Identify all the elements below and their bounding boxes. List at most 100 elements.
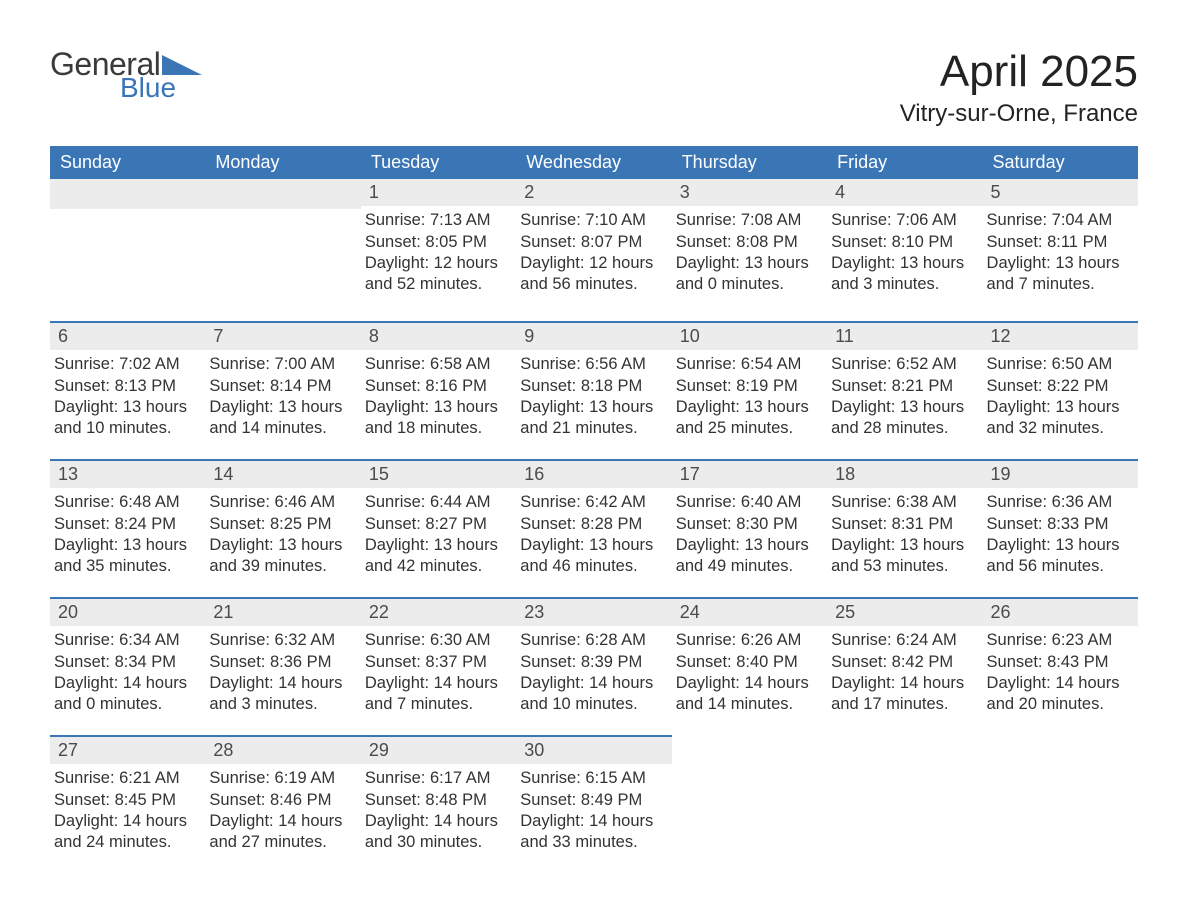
sunset-line: Sunset: 8:40 PM <box>676 652 821 673</box>
calendar-header-row: SundayMondayTuesdayWednesdayThursdayFrid… <box>50 146 1138 179</box>
calendar-cell: 6Sunrise: 7:02 AMSunset: 8:13 PMDaylight… <box>50 321 205 459</box>
daylight-line: Daylight: 14 hours and 30 minutes. <box>365 811 510 853</box>
daylight-line: Daylight: 13 hours and 7 minutes. <box>987 253 1132 295</box>
sunset-line: Sunset: 8:18 PM <box>520 376 665 397</box>
sunset-line: Sunset: 8:46 PM <box>209 790 354 811</box>
daylight-line: Daylight: 13 hours and 3 minutes. <box>831 253 976 295</box>
sunrise-line: Sunrise: 6:24 AM <box>831 630 976 651</box>
day-detail: Sunrise: 6:17 AMSunset: 8:48 PMDaylight:… <box>361 764 516 852</box>
day-detail: Sunrise: 6:50 AMSunset: 8:22 PMDaylight:… <box>983 350 1138 438</box>
day-detail: Sunrise: 6:52 AMSunset: 8:21 PMDaylight:… <box>827 350 982 438</box>
daylight-line: Daylight: 13 hours and 14 minutes. <box>209 397 354 439</box>
calendar-cell: 18Sunrise: 6:38 AMSunset: 8:31 PMDayligh… <box>827 459 982 597</box>
sunset-line: Sunset: 8:45 PM <box>54 790 199 811</box>
sunrise-line: Sunrise: 6:40 AM <box>676 492 821 513</box>
sunset-line: Sunset: 8:28 PM <box>520 514 665 535</box>
daylight-line: Daylight: 14 hours and 27 minutes. <box>209 811 354 853</box>
day-number: 22 <box>361 599 516 626</box>
day-number: 19 <box>983 461 1138 488</box>
sunset-line: Sunset: 8:22 PM <box>987 376 1132 397</box>
weekday-header: Tuesday <box>361 146 516 179</box>
sunset-line: Sunset: 8:31 PM <box>831 514 976 535</box>
day-number: 2 <box>516 179 671 206</box>
calendar-cell: 3Sunrise: 7:08 AMSunset: 8:08 PMDaylight… <box>672 179 827 321</box>
daylight-line: Daylight: 14 hours and 3 minutes. <box>209 673 354 715</box>
daylight-line: Daylight: 13 hours and 0 minutes. <box>676 253 821 295</box>
sunrise-line: Sunrise: 6:30 AM <box>365 630 510 651</box>
day-detail: Sunrise: 6:32 AMSunset: 8:36 PMDaylight:… <box>205 626 360 714</box>
daylight-line: Daylight: 13 hours and 46 minutes. <box>520 535 665 577</box>
day-detail: Sunrise: 7:06 AMSunset: 8:10 PMDaylight:… <box>827 206 982 294</box>
day-number: 12 <box>983 323 1138 350</box>
calendar-cell: 23Sunrise: 6:28 AMSunset: 8:39 PMDayligh… <box>516 597 671 735</box>
sunrise-line: Sunrise: 7:02 AM <box>54 354 199 375</box>
calendar-cell <box>50 179 205 321</box>
calendar-cell <box>205 179 360 321</box>
daylight-line: Daylight: 14 hours and 14 minutes. <box>676 673 821 715</box>
day-detail: Sunrise: 6:23 AMSunset: 8:43 PMDaylight:… <box>983 626 1138 714</box>
day-number: 21 <box>205 599 360 626</box>
day-number: 4 <box>827 179 982 206</box>
day-number: 13 <box>50 461 205 488</box>
weekday-header: Wednesday <box>516 146 671 179</box>
daylight-line: Daylight: 14 hours and 10 minutes. <box>520 673 665 715</box>
sunset-line: Sunset: 8:13 PM <box>54 376 199 397</box>
location-label: Vitry-sur-Orne, France <box>900 100 1138 128</box>
daylight-line: Daylight: 13 hours and 49 minutes. <box>676 535 821 577</box>
day-number: 5 <box>983 179 1138 206</box>
sunrise-line: Sunrise: 7:13 AM <box>365 210 510 231</box>
sunset-line: Sunset: 8:49 PM <box>520 790 665 811</box>
sunset-line: Sunset: 8:16 PM <box>365 376 510 397</box>
sunrise-line: Sunrise: 6:56 AM <box>520 354 665 375</box>
day-detail: Sunrise: 7:00 AMSunset: 8:14 PMDaylight:… <box>205 350 360 438</box>
daylight-line: Daylight: 13 hours and 21 minutes. <box>520 397 665 439</box>
day-number: 17 <box>672 461 827 488</box>
brand-logo: General Blue <box>50 48 202 102</box>
calendar-week: 13Sunrise: 6:48 AMSunset: 8:24 PMDayligh… <box>50 459 1138 597</box>
calendar-week: 1Sunrise: 7:13 AMSunset: 8:05 PMDaylight… <box>50 179 1138 321</box>
calendar-cell: 20Sunrise: 6:34 AMSunset: 8:34 PMDayligh… <box>50 597 205 735</box>
day-number: 8 <box>361 323 516 350</box>
day-detail: Sunrise: 6:28 AMSunset: 8:39 PMDaylight:… <box>516 626 671 714</box>
daylight-line: Daylight: 13 hours and 28 minutes. <box>831 397 976 439</box>
day-detail: Sunrise: 6:24 AMSunset: 8:42 PMDaylight:… <box>827 626 982 714</box>
day-detail: Sunrise: 6:21 AMSunset: 8:45 PMDaylight:… <box>50 764 205 852</box>
sunset-line: Sunset: 8:30 PM <box>676 514 821 535</box>
calendar-cell: 25Sunrise: 6:24 AMSunset: 8:42 PMDayligh… <box>827 597 982 735</box>
day-number: 3 <box>672 179 827 206</box>
day-detail: Sunrise: 6:36 AMSunset: 8:33 PMDaylight:… <box>983 488 1138 576</box>
sunrise-line: Sunrise: 7:06 AM <box>831 210 976 231</box>
sunrise-line: Sunrise: 6:38 AM <box>831 492 976 513</box>
daylight-line: Daylight: 14 hours and 17 minutes. <box>831 673 976 715</box>
sunrise-line: Sunrise: 7:10 AM <box>520 210 665 231</box>
sunset-line: Sunset: 8:33 PM <box>987 514 1132 535</box>
day-detail: Sunrise: 6:42 AMSunset: 8:28 PMDaylight:… <box>516 488 671 576</box>
sunset-line: Sunset: 8:24 PM <box>54 514 199 535</box>
calendar-cell: 30Sunrise: 6:15 AMSunset: 8:49 PMDayligh… <box>516 735 671 873</box>
day-number: 24 <box>672 599 827 626</box>
day-number: 9 <box>516 323 671 350</box>
day-detail: Sunrise: 7:04 AMSunset: 8:11 PMDaylight:… <box>983 206 1138 294</box>
calendar-cell: 9 Sunrise: 6:56 AMSunset: 8:18 PMDaylight… <box>516 321 671 459</box>
daylight-line: Daylight: 14 hours and 7 minutes. <box>365 673 510 715</box>
day-number: 15 <box>361 461 516 488</box>
sunrise-line: Sunrise: 6:32 AM <box>209 630 354 651</box>
calendar-table: SundayMondayTuesdayWednesdayThursdayFrid… <box>50 146 1138 873</box>
sunset-line: Sunset: 8:27 PM <box>365 514 510 535</box>
sunset-line: Sunset: 8:42 PM <box>831 652 976 673</box>
weekday-header: Saturday <box>983 146 1138 179</box>
day-number: 16 <box>516 461 671 488</box>
sunrise-line: Sunrise: 6:36 AM <box>987 492 1132 513</box>
sunrise-line: Sunrise: 7:04 AM <box>987 210 1132 231</box>
sunrise-line: Sunrise: 6:52 AM <box>831 354 976 375</box>
sunrise-line: Sunrise: 7:00 AM <box>209 354 354 375</box>
daylight-line: Daylight: 12 hours and 56 minutes. <box>520 253 665 295</box>
calendar-cell: 12Sunrise: 6:50 AMSunset: 8:22 PMDayligh… <box>983 321 1138 459</box>
sunset-line: Sunset: 8:37 PM <box>365 652 510 673</box>
day-detail: Sunrise: 6:44 AMSunset: 8:27 PMDaylight:… <box>361 488 516 576</box>
daylight-line: Daylight: 13 hours and 35 minutes. <box>54 535 199 577</box>
daylight-line: Daylight: 13 hours and 18 minutes. <box>365 397 510 439</box>
calendar-cell <box>827 735 982 873</box>
brand-blue: Blue <box>120 74 202 102</box>
day-number: 30 <box>516 737 671 764</box>
